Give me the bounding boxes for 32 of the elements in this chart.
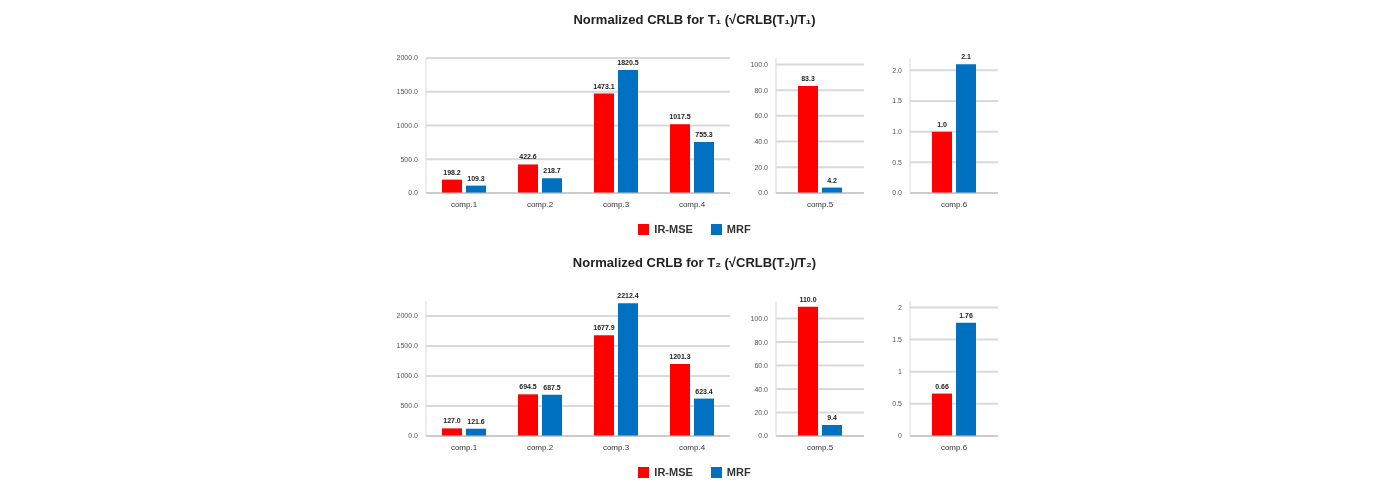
bar [617, 303, 638, 436]
x-tick-label: comp.5 [806, 442, 834, 452]
bar [441, 179, 462, 193]
bar [693, 142, 714, 193]
legend-label: MRF [725, 466, 751, 478]
legend-label: IR-MSE [653, 466, 693, 478]
bar [693, 398, 714, 436]
x-tick-label: comp.3 [602, 442, 630, 452]
bar [541, 394, 562, 436]
legend-label: IR-MSE [653, 223, 693, 235]
x-tick-label: comp.1 [450, 442, 478, 452]
x-tick-label: comp.5 [806, 199, 834, 209]
x-tick-label: comp.4 [678, 442, 706, 452]
bar [541, 178, 562, 193]
chart-title: Normalized CRLB for T₂ (√CRLB(T₂)/T₂) [571, 255, 818, 270]
bar [517, 164, 538, 193]
x-tick-label: comp.6 [940, 199, 968, 209]
x-tick-label: comp.3 [602, 199, 630, 209]
x-tick-label: comp.2 [526, 442, 554, 452]
bar [441, 428, 462, 436]
bar [593, 93, 614, 193]
x-tick-label: comp.4 [678, 199, 706, 209]
bar [593, 335, 614, 436]
bar [617, 70, 638, 193]
x-tick-label: comp.6 [940, 442, 968, 452]
bar [669, 124, 690, 193]
bar [669, 363, 690, 436]
x-tick-label: comp.2 [526, 199, 554, 209]
bar [517, 394, 538, 436]
legend-label: MRF [725, 223, 751, 235]
chart-title: Normalized CRLB for T₁ (√CRLB(T₁)/T₁) [572, 12, 817, 27]
x-tick-label: comp.1 [450, 199, 478, 209]
